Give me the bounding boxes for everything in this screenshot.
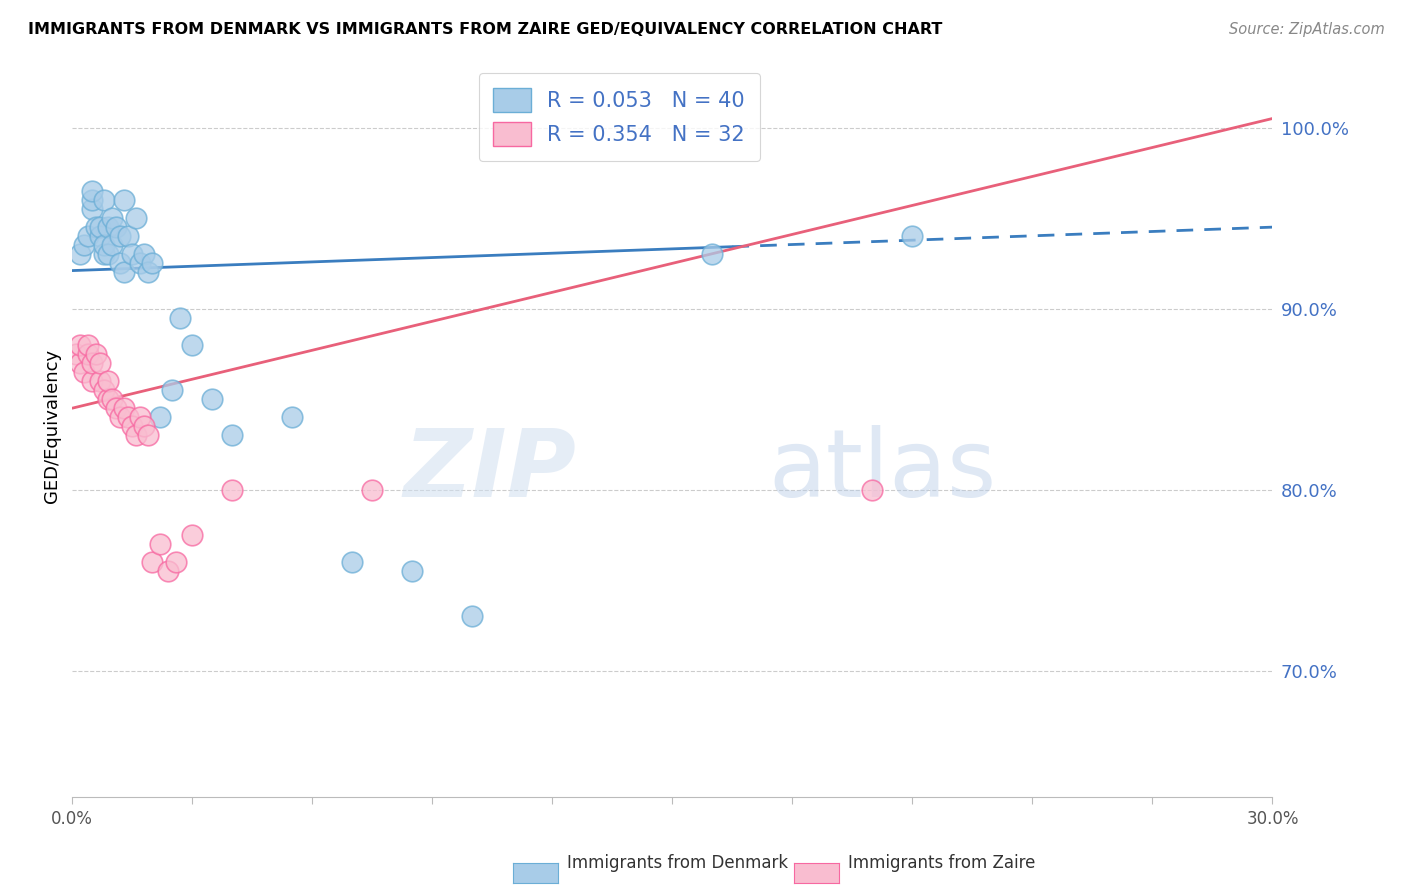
Point — [112, 193, 135, 207]
Point — [77, 347, 100, 361]
Point — [84, 220, 107, 235]
Point — [73, 238, 96, 252]
Point — [129, 256, 152, 270]
Point — [221, 428, 243, 442]
Point — [89, 374, 111, 388]
Point — [461, 609, 484, 624]
Point — [281, 410, 304, 425]
Point — [101, 238, 124, 252]
Point — [82, 356, 104, 370]
Point — [157, 564, 180, 578]
Point — [89, 229, 111, 244]
Point — [169, 310, 191, 325]
Point — [149, 410, 172, 425]
Point — [134, 247, 156, 261]
Point — [181, 528, 204, 542]
Text: Immigrants from Zaire: Immigrants from Zaire — [848, 855, 1035, 872]
Point — [901, 229, 924, 244]
Point — [181, 338, 204, 352]
Point — [110, 229, 132, 244]
Point — [165, 555, 187, 569]
Point — [141, 256, 163, 270]
Point — [82, 202, 104, 216]
Point — [93, 193, 115, 207]
Point — [69, 356, 91, 370]
Point — [97, 374, 120, 388]
Point — [69, 338, 91, 352]
Point — [101, 211, 124, 225]
Point — [125, 428, 148, 442]
Point — [93, 238, 115, 252]
Point — [69, 247, 91, 261]
Point — [105, 401, 128, 416]
Point — [93, 383, 115, 397]
Point — [77, 338, 100, 352]
Point — [73, 365, 96, 379]
Text: IMMIGRANTS FROM DENMARK VS IMMIGRANTS FROM ZAIRE GED/EQUIVALENCY CORRELATION CHA: IMMIGRANTS FROM DENMARK VS IMMIGRANTS FR… — [28, 22, 942, 37]
Point — [112, 401, 135, 416]
Point — [105, 220, 128, 235]
Point — [84, 347, 107, 361]
Point — [162, 383, 184, 397]
Point — [117, 229, 139, 244]
Point — [89, 220, 111, 235]
Point — [65, 347, 87, 361]
Point — [82, 184, 104, 198]
Point — [89, 356, 111, 370]
Point — [221, 483, 243, 497]
Point — [342, 555, 364, 569]
Point — [110, 410, 132, 425]
Text: atlas: atlas — [769, 425, 997, 516]
Point — [112, 265, 135, 279]
Legend: R = 0.053   N = 40, R = 0.354   N = 32: R = 0.053 N = 40, R = 0.354 N = 32 — [478, 73, 759, 161]
Point — [401, 564, 423, 578]
Text: ZIP: ZIP — [404, 425, 576, 516]
Point — [82, 193, 104, 207]
Point — [110, 256, 132, 270]
Point — [117, 410, 139, 425]
Point — [97, 247, 120, 261]
Point — [121, 247, 143, 261]
Text: Immigrants from Denmark: Immigrants from Denmark — [567, 855, 787, 872]
Text: Source: ZipAtlas.com: Source: ZipAtlas.com — [1229, 22, 1385, 37]
Point — [97, 220, 120, 235]
Point — [125, 211, 148, 225]
Y-axis label: GED/Equivalency: GED/Equivalency — [44, 350, 60, 503]
Point — [82, 374, 104, 388]
Point — [149, 537, 172, 551]
Point — [121, 419, 143, 434]
Point — [136, 428, 159, 442]
Point — [77, 229, 100, 244]
Point — [141, 555, 163, 569]
Point — [101, 392, 124, 406]
Point — [702, 247, 724, 261]
Point — [134, 419, 156, 434]
Point — [136, 265, 159, 279]
Point — [860, 483, 883, 497]
Point — [97, 392, 120, 406]
Point — [93, 247, 115, 261]
Point — [129, 410, 152, 425]
Point — [201, 392, 224, 406]
Point — [361, 483, 384, 497]
